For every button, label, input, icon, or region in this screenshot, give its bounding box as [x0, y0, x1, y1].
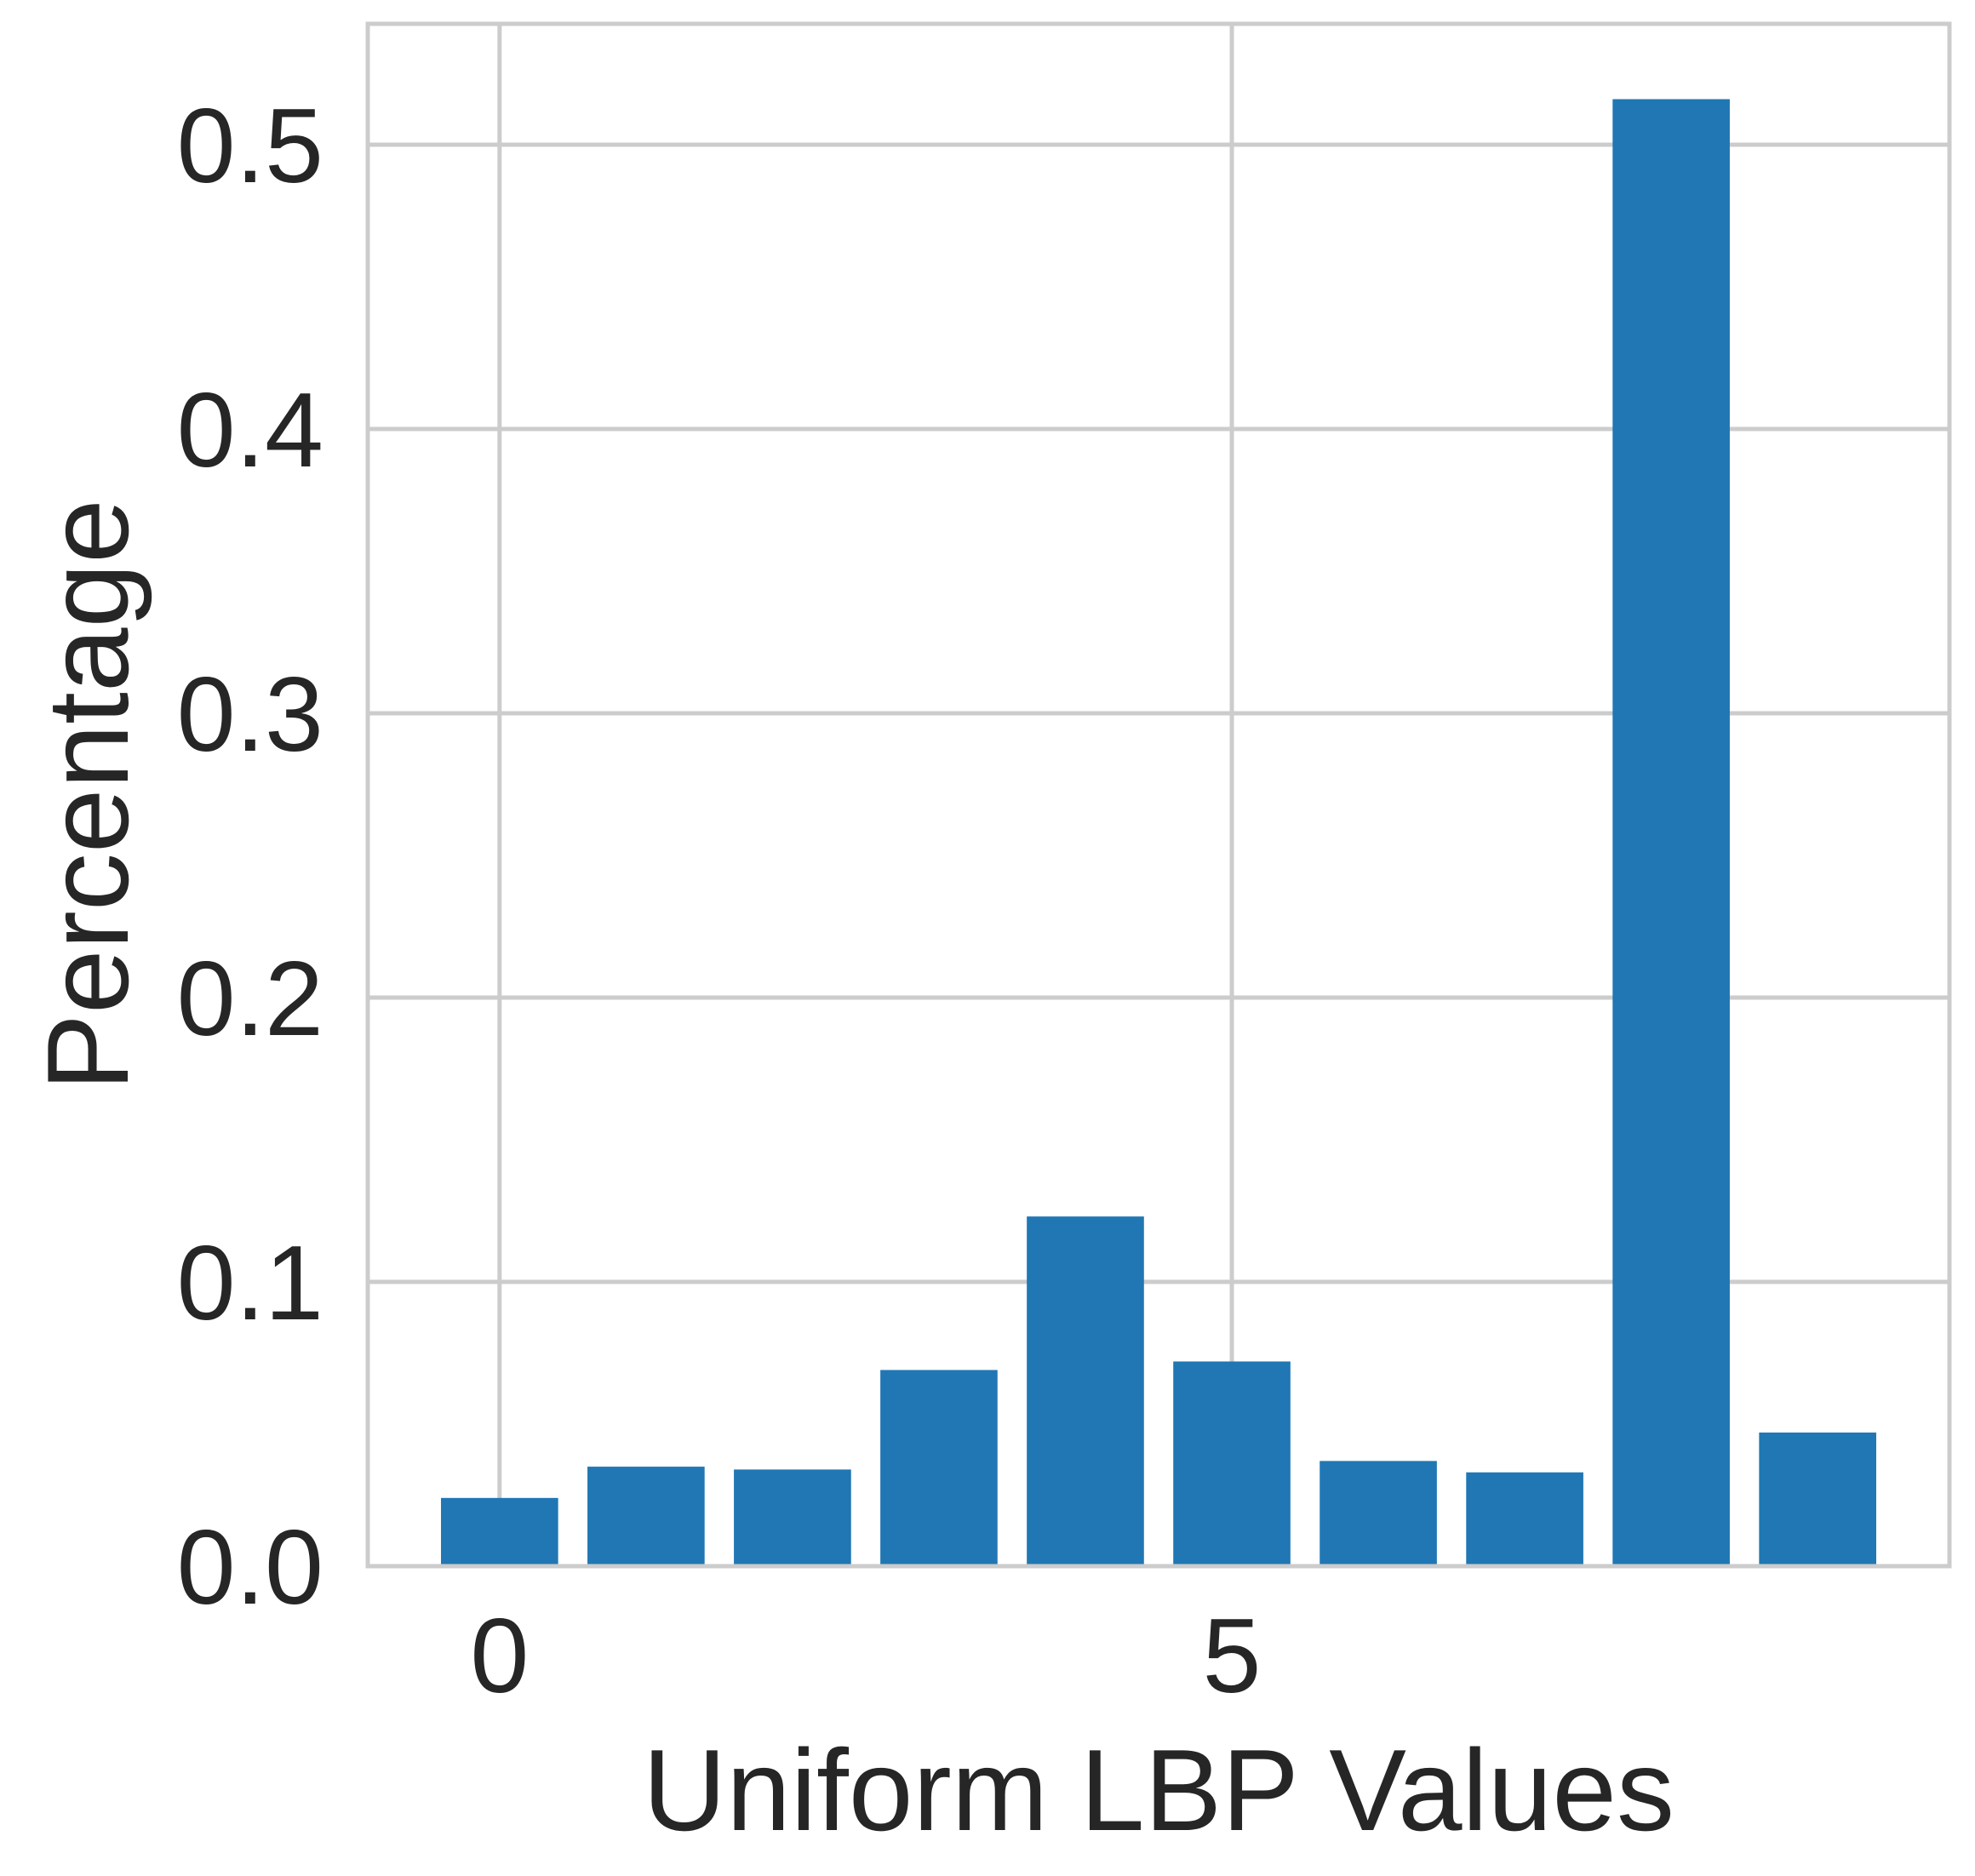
- y-tick-label: 0.1: [177, 1225, 323, 1342]
- bar-5: [1173, 1361, 1291, 1566]
- x-tick-label: 0: [470, 1598, 529, 1715]
- y-axis-label: Percentage: [23, 499, 152, 1091]
- bar-1: [587, 1467, 705, 1566]
- bar-7: [1466, 1472, 1583, 1566]
- y-tick-label: 0.0: [177, 1509, 323, 1627]
- bar-6: [1320, 1461, 1437, 1566]
- bar-4: [1027, 1216, 1144, 1566]
- bar-8: [1612, 99, 1730, 1566]
- y-tick-label: 0.5: [177, 88, 323, 205]
- bar-9: [1759, 1433, 1876, 1566]
- y-tick-label: 0.4: [177, 372, 323, 489]
- y-tick-labels: 0.0 0.1 0.2 0.3 0.4 0.5: [177, 88, 323, 1627]
- y-tick-label: 0.3: [177, 656, 323, 774]
- bars: [441, 99, 1876, 1566]
- bar-2: [734, 1469, 851, 1566]
- plot-frame: [365, 21, 1952, 1569]
- grid-lines: [368, 24, 1949, 1569]
- bar-0: [441, 1497, 558, 1566]
- bar-3: [880, 1370, 998, 1566]
- y-tick-label: 0.2: [177, 941, 323, 1058]
- x-axis-label: Uniform LBP Values: [643, 1725, 1674, 1855]
- x-tick-label: 5: [1203, 1598, 1262, 1715]
